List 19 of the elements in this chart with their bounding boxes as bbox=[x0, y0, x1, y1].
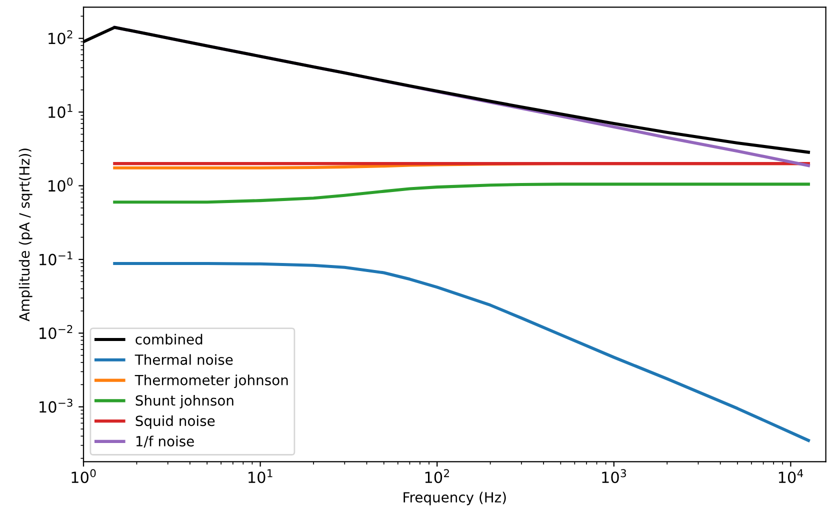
legend-label: Squid noise bbox=[136, 415, 215, 429]
legend-label: combined bbox=[136, 334, 202, 345]
y-tick-label: 10$^{−1}$ bbox=[40, 251, 72, 266]
y-tick-label: 10$^{1}$ bbox=[48, 104, 72, 118]
y-tick-label: 10$^{−2}$ bbox=[40, 325, 72, 340]
y-axis-title: Amplitude (pA / sqrt(Hz)) bbox=[18, 148, 32, 322]
legend-label: Thermal noise bbox=[134, 354, 233, 365]
x-tick-label: 10$^{0}$ bbox=[72, 469, 96, 484]
x-tick-label: 10$^{4}$ bbox=[778, 469, 804, 484]
y-tick-label: 10$^{2}$ bbox=[48, 30, 72, 44]
x-tick-label: 10$^{2}$ bbox=[425, 469, 449, 484]
y-tick-label: 10$^{−3}$ bbox=[40, 398, 72, 413]
x-axis-title: Frequency (Hz) bbox=[404, 492, 506, 506]
x-tick-label: 10$^{3}$ bbox=[602, 469, 626, 484]
x-tick-label: 10$^{1}$ bbox=[248, 469, 272, 484]
legend-label: Shunt johnson bbox=[136, 394, 234, 408]
legend-label: 1/f noise bbox=[136, 436, 194, 448]
legend-label: Thermometer johnson bbox=[134, 374, 288, 388]
y-tick-label: 10$^{0}$ bbox=[48, 178, 73, 192]
